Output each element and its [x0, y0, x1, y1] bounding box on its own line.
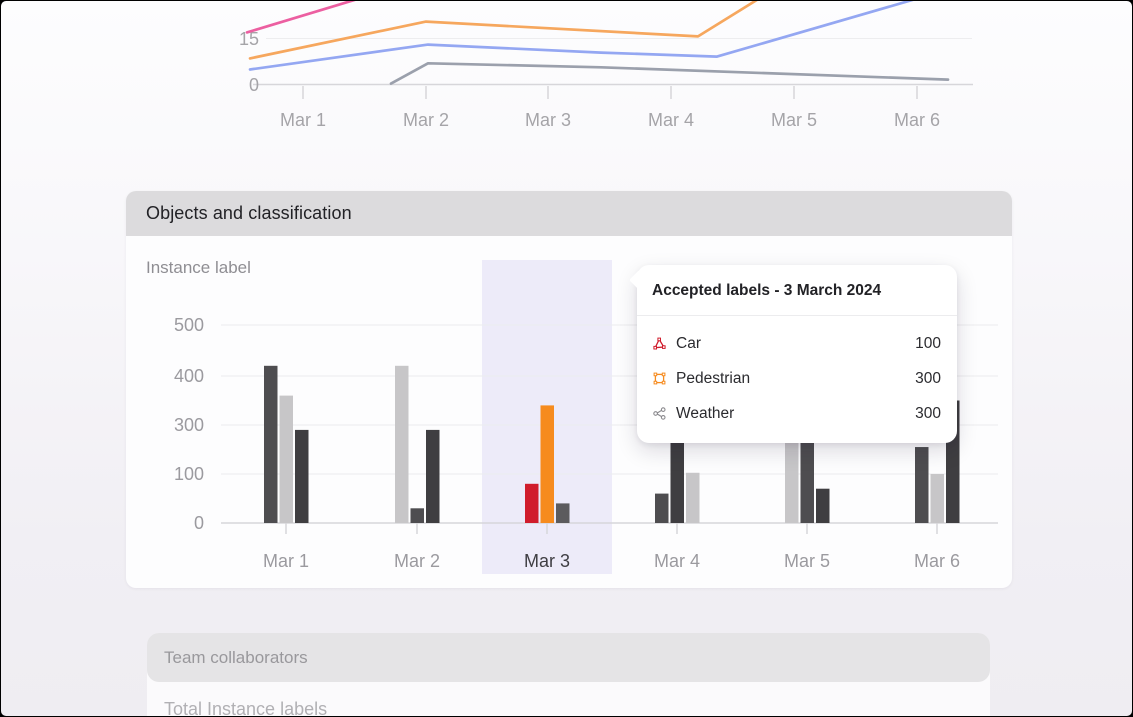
- bar-mar1-charcoal[interactable]: [295, 429, 309, 523]
- x-tick-label: Mar 6: [894, 110, 940, 130]
- tooltip-row-pedestrian: Pedestrian 300: [637, 361, 957, 396]
- objects-classification-body: 500 400 300 100 0 Mar 1 Mar 2 Mar 3 Mar 4 Mar 5 Ma…: [126, 236, 1012, 588]
- x-axis-label: Mar 2: [394, 551, 440, 571]
- tooltip-row-car: Car 100: [637, 326, 957, 361]
- y-axis-label: 400: [174, 366, 204, 386]
- chart-tooltip: Accepted labels - 3 March 2024 Car: [629, 265, 957, 443]
- bar-mar6-dark[interactable]: [915, 447, 929, 523]
- bar-mar3-gray[interactable]: [556, 503, 570, 523]
- bar-mar2-light[interactable]: [395, 365, 409, 523]
- x-axis-label: Mar 6: [914, 551, 960, 571]
- tooltip-rows: Car 100 Pedes: [637, 316, 957, 443]
- bar-mar3-orange[interactable]: [540, 405, 555, 523]
- tooltip-label: Pedestrian: [676, 369, 751, 387]
- instance-label-bar-chart: 500 400 300 100 0 Mar 1 Mar 2 Mar 3 Mar 4 Mar 5 Ma…: [174, 260, 998, 574]
- bounding-box-icon: [652, 371, 667, 386]
- bar-mar5-charcoal[interactable]: [816, 488, 830, 523]
- series-gray: [389, 61, 950, 85]
- x-axis-label: Mar 5: [784, 551, 830, 571]
- bar-mar3-red[interactable]: [525, 483, 539, 523]
- bar-mar2-dark[interactable]: [410, 508, 425, 523]
- bar-mar4-dark[interactable]: [655, 493, 669, 523]
- tooltip-divider: [637, 315, 957, 316]
- bar-mar1-dark[interactable]: [264, 365, 278, 523]
- series-blue: [248, 1, 914, 71]
- bar-mar5-light[interactable]: [785, 425, 799, 523]
- classification-icon: [652, 406, 667, 421]
- y-axis-label: 100: [174, 464, 204, 484]
- y-axis-label: 300: [174, 415, 204, 435]
- polygon-icon: [652, 336, 667, 351]
- tooltip-value: 300: [915, 404, 941, 422]
- team-collaborators-card: Team collaborators Total Instance labels: [147, 633, 990, 716]
- objects-classification-header[interactable]: Objects and classification: [126, 191, 1012, 236]
- team-collaborators-title: Team collaborators: [164, 647, 308, 667]
- instance-label-heading: Instance label: [146, 258, 251, 277]
- y-tick-label: 0: [249, 75, 259, 95]
- x-tick-label: Mar 1: [280, 110, 326, 130]
- total-instance-labels: Total Instance labels: [164, 699, 328, 716]
- tooltip-title: Accepted labels - 3 March 2024: [652, 282, 882, 299]
- series-pink: [245, 1, 356, 34]
- y-axis-label: 500: [174, 315, 204, 335]
- bar-mar4-light[interactable]: [686, 472, 700, 523]
- team-collaborators-header[interactable]: Team collaborators: [147, 633, 990, 682]
- tooltip-value: 300: [915, 369, 941, 387]
- x-axis-label: Mar 1: [263, 551, 309, 571]
- x-tick-label: Mar 5: [771, 110, 817, 130]
- objects-classification-title: Objects and classification: [146, 203, 352, 223]
- x-tick-label: Mar 2: [403, 110, 449, 130]
- tooltip-row-weather: Weather 300: [637, 396, 957, 431]
- x-tick-label: Mar 3: [525, 110, 571, 130]
- bar-mar6-light[interactable]: [930, 474, 945, 523]
- tooltip-label: Car: [676, 334, 701, 352]
- objects-classification-card: Objects and classification 500 400 300 100 0…: [126, 191, 1012, 588]
- bar-mar4-charcoal[interactable]: [670, 425, 685, 523]
- bar-mar5-dark[interactable]: [800, 425, 815, 523]
- tooltip-label: Weather: [676, 404, 735, 422]
- tooltip-value: 100: [915, 334, 941, 352]
- bar-mar2-charcoal[interactable]: [426, 429, 440, 523]
- bar-mar1-light[interactable]: [279, 395, 294, 523]
- x-tick-label: Mar 4: [648, 110, 694, 130]
- y-tick-label: 15: [239, 29, 259, 49]
- labels-line-chart: 15 0 Mar 1 Mar 2 Mar 3 Mar 4 Mar 5 Mar 6: [239, 1, 973, 130]
- x-axis-label: Mar 3: [524, 551, 570, 571]
- y-axis-label: 0: [194, 513, 204, 533]
- x-axis-label: Mar 4: [654, 551, 700, 571]
- series-orange: [248, 1, 758, 60]
